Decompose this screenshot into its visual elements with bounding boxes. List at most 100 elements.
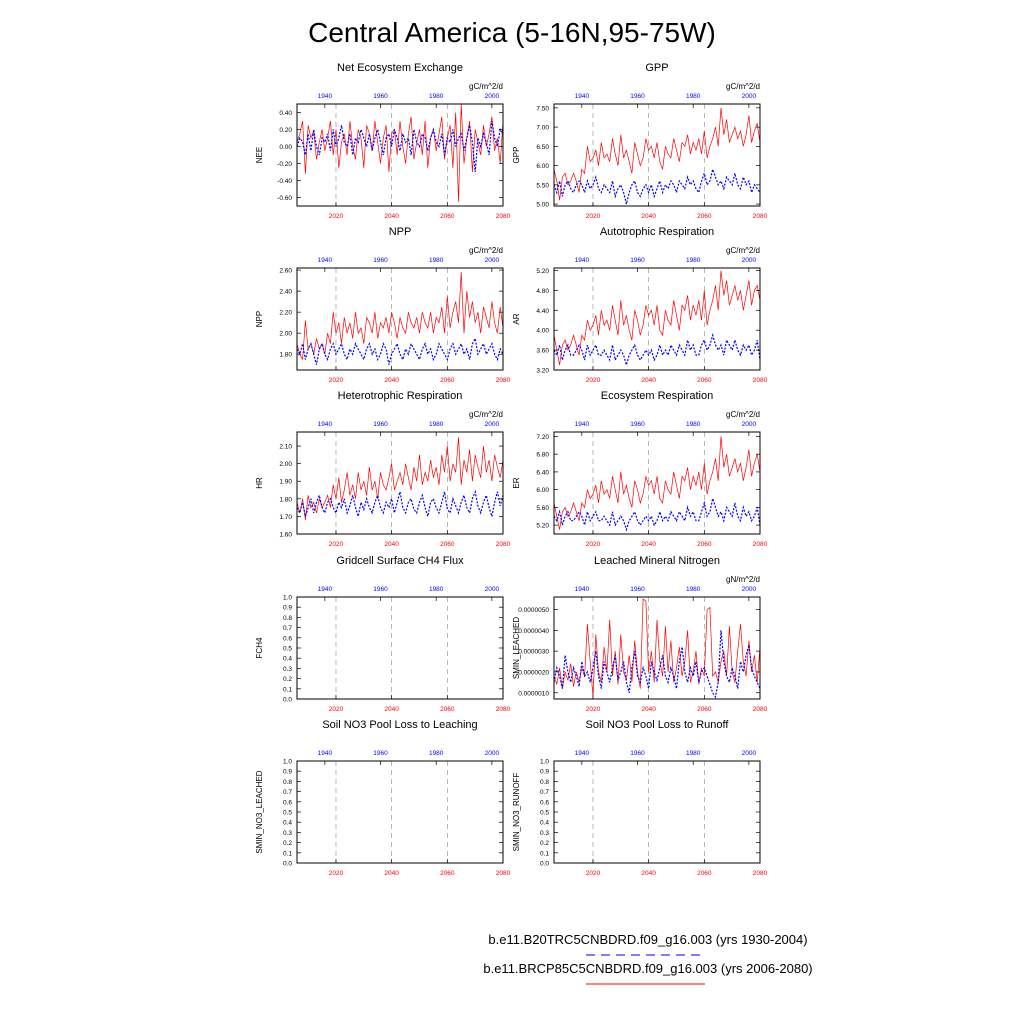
y-tick-label: 0.0000050 (518, 607, 549, 614)
bottom-year-label: 2080 (753, 213, 768, 220)
y-tick-label: 0.7 (283, 625, 292, 632)
series-line-historical (296, 120, 504, 173)
y-tick-label: 1.90 (279, 479, 292, 486)
top-year-label: 1940 (318, 93, 333, 100)
top-year-label: 1980 (429, 93, 444, 100)
panel-2: GPP gC/m^2/d GPP 7.50 7.00 6.50 6.00 5.50 5.00 20… (512, 62, 768, 220)
panel-5: Heterotrophic Respiration gC/m^2/d HR 2.10 2… (255, 390, 511, 548)
bottom-year-label: 2020 (586, 706, 601, 713)
y-tick-label: 4.40 (536, 308, 549, 315)
top-year-label: 1940 (318, 421, 333, 428)
series-line-historical (296, 336, 504, 365)
y-tick-label: 0.3 (283, 830, 292, 837)
y-tick-label: 4.00 (536, 328, 549, 335)
y-axis-label: NPP (255, 311, 264, 327)
units-label: gC/m^2/d (469, 82, 503, 91)
top-year-label: 2000 (742, 750, 757, 757)
top-year-label: 1980 (686, 93, 701, 100)
top-year-label: 1960 (373, 257, 388, 264)
bottom-year-label: 2080 (496, 213, 511, 220)
units-label: gC/m^2/d (726, 82, 760, 91)
legend-future-label: b.e11.BRCP85C5CNBDRD.f09_g16.003 (yrs 20… (483, 961, 812, 976)
top-year-label: 1980 (429, 750, 444, 757)
top-year-label: 2000 (485, 421, 500, 428)
units-label: gC/m^2/d (726, 246, 760, 255)
series-line-future (553, 270, 761, 366)
panel-title: Soil NO3 Pool Loss to Runoff (586, 719, 730, 731)
y-tick-label: 2.00 (279, 331, 292, 338)
panel-title: Gridcell Surface CH4 Flux (336, 555, 464, 567)
y-axis-label: FCH4 (255, 637, 264, 658)
y-tick-label: 1.70 (279, 514, 292, 521)
y-tick-label: -0.40 (277, 178, 292, 185)
y-axis-label: HR (255, 477, 264, 489)
top-year-label: 1940 (318, 750, 333, 757)
top-year-label: 2000 (742, 93, 757, 100)
y-tick-label: 0.1 (283, 686, 292, 693)
top-year-label: 1980 (686, 750, 701, 757)
y-axis-label: AR (512, 313, 521, 324)
y-tick-label: 5.50 (536, 182, 549, 189)
y-axis-label: GPP (512, 147, 521, 164)
y-axis-label: SMIN_NO3_LEACHED (255, 770, 264, 853)
bottom-year-label: 2080 (753, 377, 768, 384)
bottom-year-label: 2060 (697, 213, 712, 220)
series-line-future (553, 107, 761, 201)
bottom-year-label: 2040 (641, 541, 656, 548)
top-year-label: 1980 (686, 257, 701, 264)
series-line-future (296, 272, 504, 361)
panel-9: Soil NO3 Pool Loss to Leaching SMIN_NO3_L… (255, 719, 511, 877)
bottom-year-label: 2040 (384, 870, 399, 877)
y-tick-label: -0.60 (277, 195, 292, 202)
y-tick-label: 1.0 (540, 759, 549, 766)
top-year-label: 2000 (742, 257, 757, 264)
y-tick-label: 0.0 (540, 861, 549, 868)
bottom-year-label: 2060 (697, 377, 712, 384)
y-tick-label: 6.00 (536, 487, 549, 494)
plot-frame (553, 596, 761, 700)
page-title: Central America (5-16N,95-75W) (308, 17, 716, 48)
bottom-year-label: 2020 (586, 870, 601, 877)
y-tick-label: 0.6 (540, 799, 549, 806)
plot-frame (553, 267, 761, 371)
panel-7: Gridcell Surface CH4 Flux FCH4 1.0 0.9 0.8 0.… (255, 555, 511, 713)
bottom-year-label: 2060 (440, 870, 455, 877)
bottom-year-label: 2020 (586, 541, 601, 548)
series-line-historical (553, 630, 761, 699)
y-tick-label: 0.0000030 (518, 649, 549, 656)
top-year-label: 1960 (630, 421, 645, 428)
bottom-year-label: 2080 (753, 870, 768, 877)
y-tick-label: 0.0 (283, 697, 292, 704)
bottom-year-label: 2020 (329, 541, 344, 548)
y-tick-label: 0.0000010 (518, 690, 549, 697)
y-tick-label: 0.0 (283, 861, 292, 868)
top-year-label: 1960 (630, 586, 645, 593)
panel-title: NPP (389, 226, 412, 238)
y-tick-label: 0.3 (540, 830, 549, 837)
y-tick-label: 0.2 (283, 676, 292, 683)
series-line-historical (553, 496, 761, 532)
top-year-label: 1940 (318, 257, 333, 264)
y-tick-label: 0.5 (283, 646, 292, 653)
panel-title: Soil NO3 Pool Loss to Leaching (322, 719, 477, 731)
y-tick-label: 5.20 (536, 268, 549, 275)
top-year-label: 1980 (429, 257, 444, 264)
y-tick-label: 0.9 (283, 605, 292, 612)
y-tick-label: 5.60 (536, 505, 549, 512)
y-tick-label: 6.00 (536, 163, 549, 170)
y-tick-label: 0.00 (279, 144, 292, 151)
plot-frame (296, 431, 504, 535)
bottom-year-label: 2080 (753, 541, 768, 548)
bottom-year-label: 2040 (641, 706, 656, 713)
y-tick-label: 1.80 (279, 352, 292, 359)
panel-4: Autotrophic Respiration gC/m^2/d AR 5.20 4.8… (512, 226, 768, 384)
y-tick-label: 0.7 (540, 789, 549, 796)
top-year-label: 1940 (318, 586, 333, 593)
panel-6: Ecosystem Respiration gC/m^2/d ER 7.20 6.80 6… (512, 390, 768, 548)
bottom-year-label: 2080 (496, 706, 511, 713)
y-tick-label: 0.0000020 (518, 669, 549, 676)
top-year-label: 1980 (429, 421, 444, 428)
top-year-label: 1960 (373, 750, 388, 757)
plot-frame (296, 267, 504, 371)
